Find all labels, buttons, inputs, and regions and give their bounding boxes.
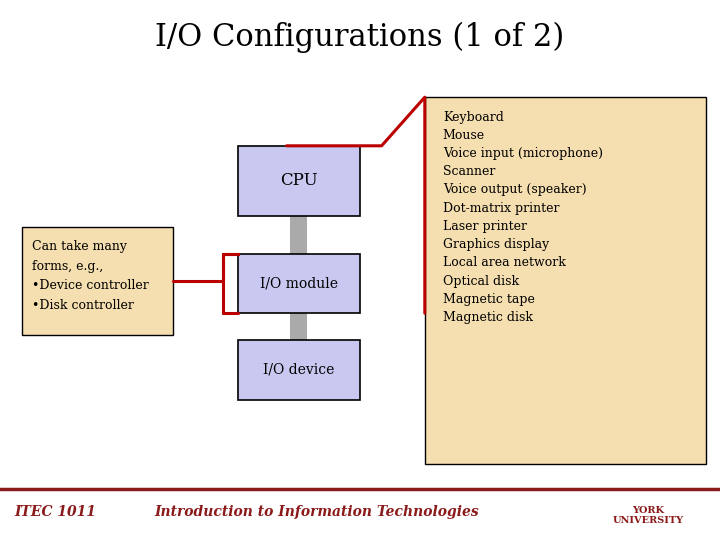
- Bar: [290, 216, 307, 254]
- FancyBboxPatch shape: [425, 97, 706, 464]
- Text: Can take many
forms, e.g.,
•Device controller
•Disk controller: Can take many forms, e.g., •Device contr…: [32, 240, 149, 312]
- Text: YORK
UNIVERSITY: YORK UNIVERSITY: [613, 506, 683, 525]
- Text: ITEC 1011: ITEC 1011: [14, 505, 96, 519]
- FancyBboxPatch shape: [238, 146, 360, 216]
- Bar: [290, 313, 307, 340]
- FancyBboxPatch shape: [22, 227, 173, 335]
- Text: CPU: CPU: [280, 172, 318, 190]
- FancyBboxPatch shape: [238, 254, 360, 313]
- Text: Keyboard
Mouse
Voice input (microphone)
Scanner
Voice output (speaker)
Dot-matri: Keyboard Mouse Voice input (microphone) …: [443, 111, 603, 324]
- Text: Introduction to Information Technologies: Introduction to Information Technologies: [155, 505, 479, 519]
- Text: I/O module: I/O module: [260, 276, 338, 291]
- FancyBboxPatch shape: [238, 340, 360, 400]
- Text: I/O Configurations (1 of 2): I/O Configurations (1 of 2): [156, 22, 564, 53]
- Text: I/O device: I/O device: [263, 363, 335, 377]
